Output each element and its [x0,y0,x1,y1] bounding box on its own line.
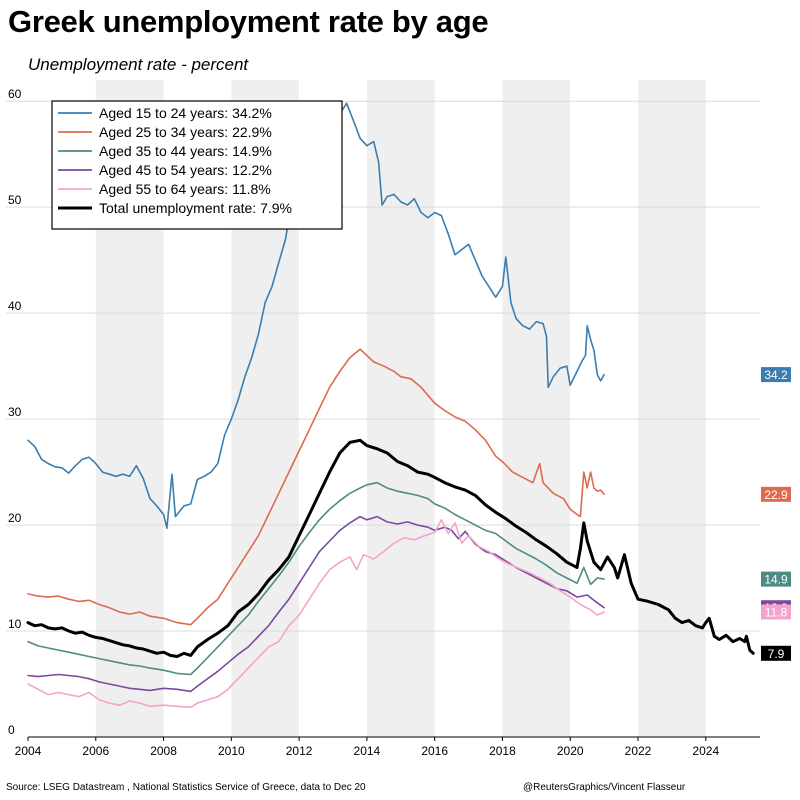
end-label: 14.9 [761,571,791,587]
legend-label: Aged 25 to 34 years: 22.9% [99,124,272,140]
legend-item: Aged 55 to 64 years: 11.8% [58,181,271,197]
credit-note: @ReutersGraphics/Vincent Flasseur [523,782,686,793]
x-axis: 2004 2006 2008 2010 2012 2014 2016 2018 2020 2022… [15,736,760,758]
x-tick-label: 2012 [286,744,313,758]
legend-item: Aged 15 to 24 years: 34.2% [58,105,272,121]
series-line [26,438,755,658]
x-tick-label: 2006 [82,744,109,758]
legend-item: Aged 35 to 44 years: 14.9% [58,143,272,159]
y-tick-label: 10 [8,617,22,631]
end-label-box [761,367,791,383]
y-tick-label: 40 [8,299,22,313]
end-labels: 34.222.914.912.211.87.9 [761,367,791,661]
series-line [27,481,605,676]
legend-label: Aged 55 to 64 years: 11.8% [99,181,271,197]
chart-subtitle: Unemployment rate - percent [28,55,249,74]
legend-label: Aged 35 to 44 years: 14.9% [99,143,272,159]
series-line [27,518,605,709]
legend-label: Aged 45 to 54 years: 12.2% [99,162,272,178]
end-label-text: 22.9 [764,488,788,502]
legend: Aged 15 to 24 years: 34.2% Aged 25 to 34 … [51,100,343,230]
end-label-text: 7.9 [768,647,785,661]
end-label-box [761,486,791,502]
end-label-text: 11.8 [765,605,788,619]
end-label: 11.8 [761,604,791,620]
x-tick-label: 2018 [489,744,516,758]
y-tick-label: 50 [8,193,22,207]
x-tick-label: 2014 [354,744,381,758]
legend-item: Total unemployment rate: 7.9% [58,200,292,216]
y-axis-ticks: 0 10 20 30 40 50 60 [8,87,22,737]
series-line [27,348,605,626]
x-tick-label: 2004 [15,744,42,758]
y-tick-label: 30 [8,405,22,419]
chart-title: Greek unemployment rate by age [8,4,489,39]
source-note: Source: LSEG Datastream , National Stati… [6,782,366,793]
shaded-bands [95,80,706,737]
x-tick-label: 2010 [218,744,245,758]
legend-box [51,100,343,230]
end-label-text: 34.2 [764,368,788,382]
shaded-band [366,80,435,737]
end-label-text: 14.9 [764,573,788,587]
legend-label: Total unemployment rate: 7.9% [99,200,292,216]
shaded-band [638,80,706,737]
end-label-box [761,645,791,661]
end-label: 22.9 [761,486,791,502]
x-tick-label: 2022 [625,744,652,758]
y-tick-label: 20 [8,511,22,525]
end-label: 7.9 [761,645,791,661]
x-tick-label: 2016 [421,744,448,758]
y-tick-label: 60 [8,87,22,101]
series-line [27,515,605,693]
shaded-band [502,80,571,737]
legend-item: Aged 25 to 34 years: 22.9% [58,124,272,140]
end-label: 34.2 [761,367,791,383]
end-label-box [761,604,791,620]
end-label-box [761,571,791,587]
x-tick-label: 2008 [150,744,177,758]
y-tick-label: 0 [8,723,15,737]
legend-label: Aged 15 to 24 years: 34.2% [99,105,272,121]
x-tick-label: 2024 [692,744,719,758]
legend-item: Aged 45 to 54 years: 12.2% [58,162,272,178]
x-tick-label: 2020 [557,744,584,758]
